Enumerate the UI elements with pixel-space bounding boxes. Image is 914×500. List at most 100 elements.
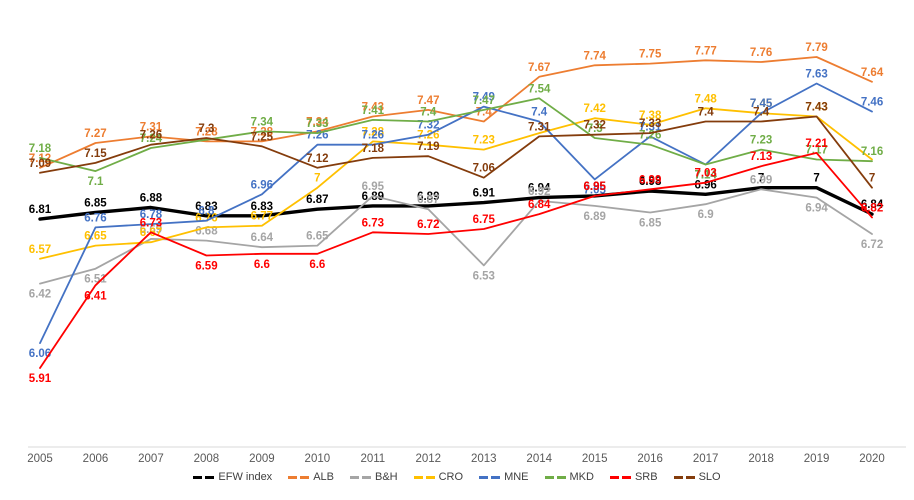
data-label-slo-2015: 7.32	[584, 120, 606, 132]
series-line-slo	[39, 115, 873, 189]
series-labels-alb: 7.127.277.31 7.28 7.287.347.437.477.47.677…	[29, 42, 884, 165]
data-label-slo-2012: 7.19	[417, 141, 439, 153]
data-label-mne-2009: 6.96	[251, 179, 273, 191]
data-label-mkd-2017: 7.14	[694, 170, 717, 182]
data-label-slo-2008: 7.3	[198, 123, 214, 135]
data-label-mne-2018: 7.45	[750, 98, 773, 110]
data-label-srb-2020: 6.82	[861, 202, 883, 214]
data-label-mne-2013: 7.49	[473, 92, 495, 104]
legend-label-efw-index: EFW index	[218, 471, 273, 483]
data-label-srb-2011: 6.73	[362, 217, 384, 229]
chart-legend: EFW index ALB B&H CRO MNE MKD SRB SLO	[0, 472, 914, 483]
data-label-srb-2010: 6.6	[309, 259, 325, 271]
data-label-alb-2006: 7.27	[84, 128, 106, 140]
data-label-cro-2017: 7.48	[694, 93, 717, 105]
legend-item-mkd: MKD	[544, 471, 594, 483]
data-label-mne-2020: 7.46	[861, 97, 883, 109]
series-labels-mne: 6.066.76 6.78 6.86.967.26 7.267.327.497.47.…	[29, 68, 883, 360]
data-label-efw-index-2015: 6.95	[584, 181, 607, 193]
x-axis-year-labels: 2005 2006 2007 2008 2009 2010 2011 2012 2013 2014…	[27, 453, 885, 465]
legend-dash-marker-mne	[479, 476, 501, 479]
data-label-b-h-2016: 6.85	[639, 217, 662, 229]
x-axis-label-2009: 2009	[249, 453, 275, 465]
data-label-efw-index-2009: 6.83	[251, 201, 273, 213]
x-axis-label-2015: 2015	[582, 453, 608, 465]
data-label-b-h-2005: 6.42	[29, 289, 51, 301]
data-label-srb-2005: 5.91	[29, 373, 52, 385]
data-label-slo-2013: 7.06	[473, 163, 495, 175]
data-label-b-h-2010: 6.65	[306, 231, 329, 243]
data-label-mne-2005: 6.06	[29, 348, 51, 360]
x-axis-label-2011: 2011	[360, 453, 385, 465]
legend-item-alb: ALB	[288, 472, 334, 483]
data-label-alb-2017: 7.77	[694, 45, 716, 57]
data-label-alb-2007: 7.31	[140, 121, 163, 133]
data-label-cro-2015: 7.42	[584, 103, 606, 115]
legend-dash-marker-cro	[413, 476, 435, 479]
data-label-mne-2006: 6.76	[84, 212, 106, 224]
legend-label-mkd: MKD	[569, 471, 594, 483]
series-b-h: 6.426.516.69 6.686.64 6.656.956.876.536.92…	[29, 174, 883, 300]
data-label-b-h-2020: 6.72	[861, 239, 883, 251]
data-label-cro-2006: 6.65	[84, 231, 107, 243]
x-axis-label-2008: 2008	[194, 453, 220, 465]
data-label-b-h-2019: 6.94	[805, 203, 828, 215]
data-label-srb-2012: 6.72	[417, 219, 439, 231]
data-label-cro-2013: 7.23	[473, 135, 495, 147]
data-label-alb-2019: 7.79	[805, 42, 827, 54]
legend-label-slo: SLO	[698, 471, 721, 483]
data-label-mne-2015: 7.05	[584, 184, 607, 196]
x-axis-label-2014: 2014	[526, 453, 552, 465]
data-label-srb-2009: 6.6	[254, 259, 270, 271]
data-label-efw-index-2005: 6.81	[29, 204, 52, 216]
x-axis-label-2016: 2016	[637, 453, 663, 465]
data-label-srb-2007: 6.73	[140, 217, 162, 229]
data-label-efw-index-2017: 6.96	[694, 179, 716, 191]
data-label-mkd-2007: 7.24	[140, 133, 163, 145]
data-label-efw-index-2020: 6.84	[861, 199, 884, 211]
legend-label-srb: SRB	[634, 471, 658, 483]
data-label-b-h-2009: 6.64	[251, 232, 274, 244]
data-label-mkd-2010: 7.33	[306, 118, 328, 130]
data-label-cro-2011: 7.28	[362, 126, 385, 138]
data-label-efw-index-2018: 7	[758, 173, 764, 185]
data-label-efw-index-2007: 6.88	[140, 193, 163, 205]
series-srb: 5.916.416.736.59 6.6 6.66.73 6.72 6.756.846.…	[29, 138, 883, 385]
x-axis-label-2005: 2005	[27, 453, 53, 465]
data-label-mkd-2015: 7.3	[587, 123, 603, 135]
x-axis-label-2013: 2013	[471, 453, 497, 465]
data-label-srb-2013: 6.75	[473, 214, 496, 226]
data-label-alb-2012: 7.47	[417, 95, 439, 107]
data-label-srb-2019: 7.21	[805, 138, 828, 150]
legend-item-mne: MNE	[479, 472, 529, 483]
data-label-mne-2007: 6.78	[140, 209, 163, 221]
data-label-b-h-2013: 6.53	[473, 270, 495, 282]
x-axis-label-2019: 2019	[804, 453, 830, 465]
data-label-mkd-2005: 7.18	[29, 143, 52, 155]
data-label-b-h-2015: 6.89	[584, 211, 606, 223]
data-label-efw-index-2014: 6.94	[528, 183, 551, 195]
series-slo: 7.097.157.267.37.257.127.18 7.197.067.31 7…	[29, 102, 875, 189]
data-label-mne-2012: 7.32	[417, 120, 439, 132]
data-label-slo-2006: 7.15	[84, 148, 107, 160]
legend-label-cro: CRO	[438, 471, 464, 483]
data-label-slo-2018: 7.4	[753, 107, 770, 119]
series-labels-slo: 7.097.157.267.37.257.127.18 7.197.067.31 7…	[29, 102, 875, 185]
data-label-srb-2015: 6.95	[584, 181, 607, 193]
data-label-slo-2016: 7.33	[639, 118, 661, 130]
x-axis-label-2012: 2012	[415, 453, 441, 465]
series-line-cro	[39, 107, 873, 260]
data-label-srb-2006: 6.41	[84, 290, 107, 302]
data-label-srb-2017: 7.03	[694, 168, 716, 180]
data-label-alb-2014: 7.67	[528, 62, 550, 74]
legend-item-srb: SRB	[609, 471, 658, 483]
data-label-efw-index-2019: 7	[813, 173, 819, 185]
data-label-alb-2008: 7.28	[195, 126, 218, 138]
data-label-cro-2019: 7.43	[805, 102, 827, 114]
data-label-b-h-2014: 6.92	[528, 186, 550, 198]
legend-item-cro: CRO	[413, 471, 464, 483]
series-line-efw-index	[38, 185, 874, 221]
series-line-mkd	[39, 97, 873, 173]
data-label-slo-2020: 7	[869, 173, 875, 185]
